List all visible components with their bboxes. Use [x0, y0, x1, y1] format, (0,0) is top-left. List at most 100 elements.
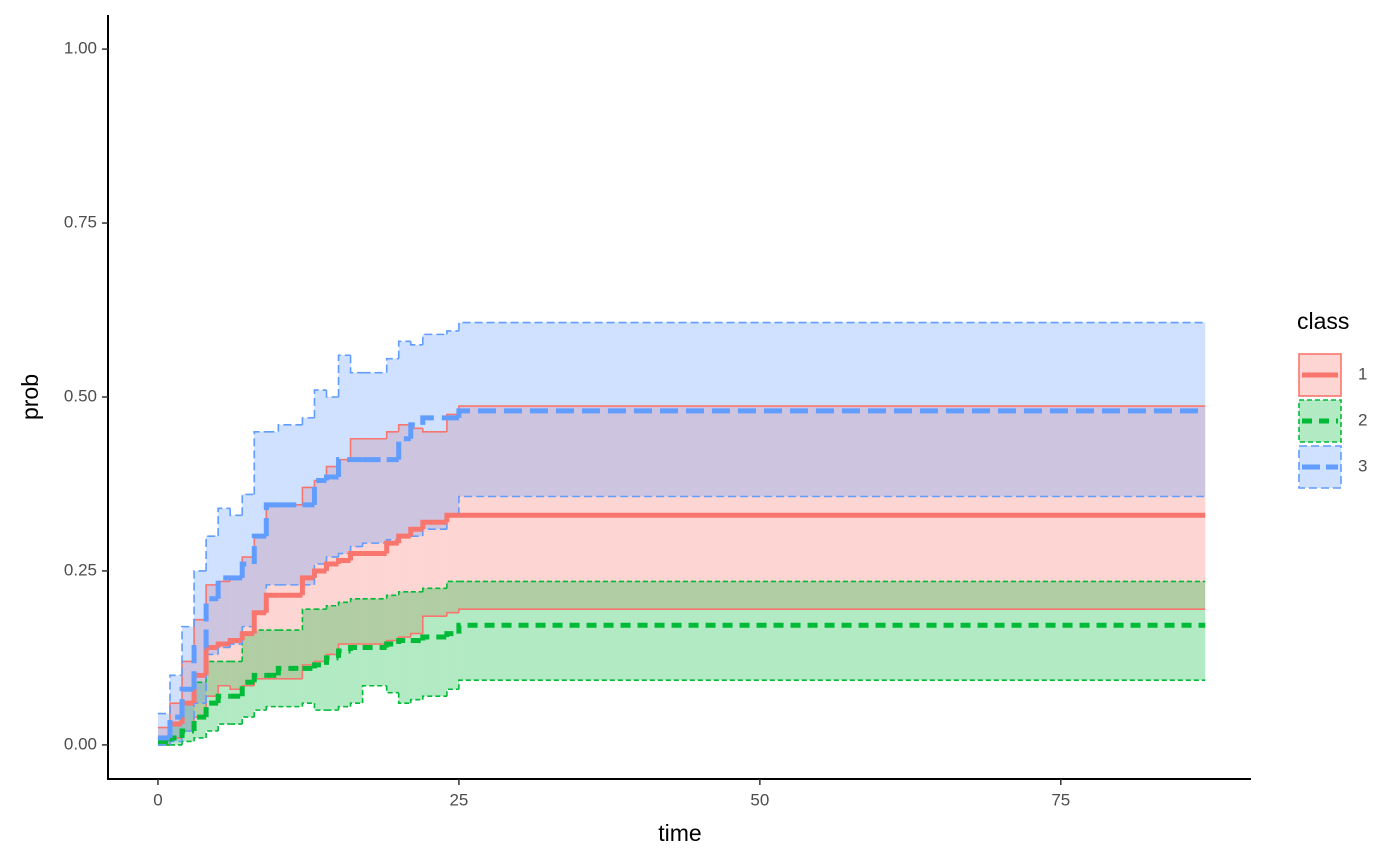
ribbons: [157, 322, 1206, 745]
estimate-line: [215, 693, 231, 704]
ribbon-segment: [350, 438, 363, 645]
estimate-line: [251, 610, 267, 634]
ribbon-lower-edge: [229, 643, 243, 648]
x-tick-label: 75: [1051, 790, 1070, 809]
estimate-line: [179, 728, 195, 738]
ribbon-segment: [338, 459, 351, 645]
estimate-line: [299, 575, 315, 596]
ribbon-upper-edge: [325, 604, 339, 610]
ribbon-segment: [326, 605, 339, 711]
estimate-line: [311, 662, 327, 669]
ribbon-upper-edge: [313, 389, 327, 418]
lines: [157, 408, 1206, 744]
ribbon-lower-edge: [253, 709, 267, 718]
ribbon-segment: [218, 661, 231, 725]
ribbon-segment: [230, 661, 243, 725]
ribbon-segment: [242, 557, 255, 686]
ribbon-lower-edge: [361, 542, 387, 547]
ribbon-lower-edge: [446, 688, 459, 697]
estimate-line: [215, 575, 231, 599]
ribbon-segment: [242, 633, 255, 718]
estimate-line: [336, 648, 351, 658]
y-tick-label: 0.25: [64, 560, 97, 579]
estimate-line: [336, 558, 351, 564]
ribbon-segment: [410, 344, 423, 537]
legend-title: class: [1297, 308, 1349, 334]
ribbon-upper-edge: [277, 424, 303, 432]
ribbon-segment: [398, 424, 411, 638]
ribbon-upper-edge: [217, 507, 231, 537]
ribbon-lower-edge: [458, 608, 1206, 613]
ribbon-upper-edge: [458, 321, 1206, 331]
estimate-line: [408, 526, 423, 537]
estimate-line: [336, 457, 351, 478]
estimate-line: [396, 436, 411, 460]
estimate-line: [348, 644, 363, 651]
ribbon-segment: [338, 602, 351, 707]
ribbon-lower-edge: [193, 737, 207, 742]
ribbon-upper-edge: [181, 625, 195, 676]
estimate-line: [251, 672, 267, 683]
estimate-line: [179, 686, 195, 718]
ribbon-lower-edge: [421, 615, 447, 634]
ribbon-upper-edge: [301, 417, 315, 425]
estimate-line: [263, 592, 279, 613]
ribbon-lower-edge: [349, 702, 363, 707]
ribbon-lower-edge: [313, 703, 327, 711]
ribbon-segment: [350, 598, 363, 704]
ribbon-lower-edge: [421, 695, 447, 700]
y-tick-label: 0.75: [64, 213, 97, 232]
estimate-line: [239, 561, 255, 578]
ribbon-lower-edge: [301, 664, 315, 679]
x-tick-label: 50: [750, 790, 769, 809]
ribbon-lower-edge: [181, 740, 195, 745]
ribbon-upper-edge: [337, 601, 351, 606]
ribbon-segment: [206, 536, 219, 655]
ribbon-upper-edge: [205, 535, 219, 571]
ribbon-upper-edge: [349, 597, 363, 603]
ribbon-lower-edge: [409, 698, 423, 704]
ribbon-lower-edge: [229, 685, 243, 691]
estimate-line: [263, 502, 279, 537]
y-tick-label: 0.50: [64, 386, 97, 405]
estimate-line: [444, 512, 459, 523]
ribbon-segment: [302, 609, 315, 704]
ribbon-upper-edge: [349, 437, 363, 460]
ribbon-upper-edge: [325, 390, 339, 398]
y-axis-title: prob: [17, 374, 43, 420]
ribbon-segment: [194, 682, 207, 738]
estimate-line: [420, 519, 447, 530]
ribbon-lower-edge: [385, 685, 399, 694]
ribbon-segment: [422, 588, 447, 697]
estimate-line: [311, 568, 327, 578]
ribbon-segment: [254, 630, 267, 711]
estimate-line: [456, 622, 1206, 634]
estimate-line: [191, 714, 207, 731]
ribbon-lower-edge: [205, 730, 219, 738]
ribbon-lower-edge: [337, 705, 351, 711]
ribbon-segment: [182, 661, 195, 731]
ribbon-segment: [398, 591, 411, 704]
ribbon-segment: [386, 431, 399, 641]
ribbon-segment: [386, 358, 399, 540]
ribbon-segment: [242, 494, 255, 627]
ribbon-lower-edge: [397, 692, 411, 704]
ribbon-upper-edge: [409, 341, 423, 346]
y-tick-label: 1.00: [64, 39, 97, 58]
x-tick-label: 0: [153, 790, 162, 809]
ribbon-upper-edge: [446, 580, 459, 589]
x-axis-title: time: [658, 820, 701, 846]
estimate-line: [408, 422, 423, 439]
estimate-line: [275, 665, 303, 676]
estimate-line: [251, 533, 267, 564]
ribbon-lower-edge: [458, 679, 1206, 690]
ribbon-segment: [458, 581, 1206, 681]
ribbon-segment: [338, 355, 351, 554]
ribbon-lower-edge: [265, 705, 279, 711]
ribbon-segment: [314, 609, 327, 711]
ribbon-lower-edge: [217, 684, 231, 697]
legend-label: 1: [1358, 364, 1367, 383]
estimate-line: [323, 655, 339, 665]
ribbon-segment: [278, 504, 303, 679]
